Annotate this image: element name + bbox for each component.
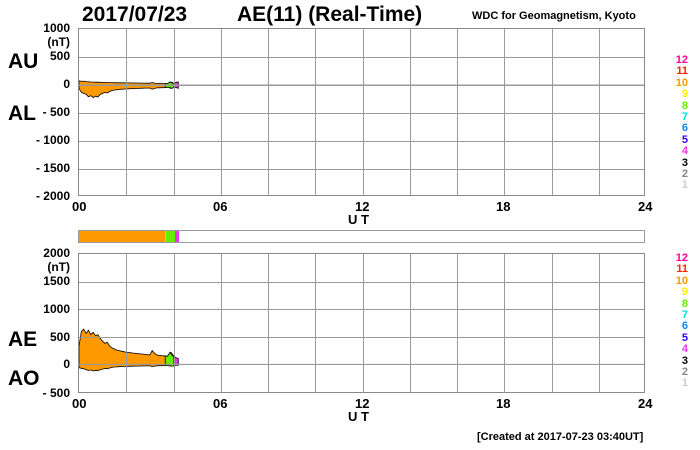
x-tick-top-0: 00 bbox=[72, 199, 87, 214]
x-axis-label-top: U T bbox=[348, 212, 369, 227]
x-tick-bottom-0: 00 bbox=[72, 396, 87, 411]
legend-item-9: 9 bbox=[681, 286, 688, 299]
ao-label: AO bbox=[8, 367, 40, 390]
y-tick-bottom-3: 500 bbox=[49, 330, 70, 344]
y-tick-top-1: 500 bbox=[49, 49, 70, 63]
legend-item-4: 4 bbox=[681, 343, 688, 356]
y-tick-top-0: 1000 bbox=[43, 21, 70, 35]
legend-item-4: 4 bbox=[681, 145, 688, 158]
legend-item-5: 5 bbox=[681, 133, 688, 146]
data-source-credit: WDC for Geomagnetism, Kyoto bbox=[472, 10, 636, 22]
x-tick-bottom-3: 18 bbox=[496, 396, 511, 411]
y-tick-top-5: - 1500 bbox=[35, 161, 70, 175]
legend-top: 12 11 10 9 8 7 6 5 4 3 2 1 bbox=[660, 54, 688, 192]
x-tick-top-3: 18 bbox=[496, 199, 511, 214]
x-tick-bottom-1: 06 bbox=[213, 396, 228, 411]
legend-item-2: 2 bbox=[681, 167, 688, 180]
legend-item-11: 11 bbox=[676, 263, 688, 276]
empty-coverage-segment bbox=[179, 231, 644, 242]
y-tick-bottom-5: - 500 bbox=[42, 386, 70, 400]
y-tick-bottom-1: 1500 bbox=[43, 274, 70, 288]
y-unit-bottom: (nT) bbox=[47, 260, 70, 274]
legend-item-3: 3 bbox=[681, 156, 688, 169]
x-axis-label-bottom: U T bbox=[348, 409, 369, 424]
ae-ao-plot-panel bbox=[78, 253, 645, 393]
legend-item-6: 6 bbox=[681, 122, 688, 135]
y-tick-top-4: - 1000 bbox=[35, 133, 70, 147]
au-al-trace bbox=[79, 80, 644, 99]
ae-label: AE bbox=[8, 328, 38, 351]
x-tick-top-1: 06 bbox=[213, 199, 228, 214]
legend-item-7: 7 bbox=[681, 308, 688, 321]
y-unit-top: (nT) bbox=[47, 35, 70, 49]
ae-ao-trace bbox=[79, 328, 644, 372]
x-tick-top-2: 12 bbox=[355, 199, 370, 214]
legend-item-1: 1 bbox=[681, 179, 688, 192]
y-tick-top-2: 0 bbox=[63, 77, 70, 91]
plot-date: 2017/07/23 bbox=[82, 3, 188, 26]
orange-coverage-segment bbox=[79, 231, 167, 242]
green-coverage-segment bbox=[166, 231, 175, 242]
y-tick-bottom-4: 0 bbox=[63, 357, 70, 371]
x-tick-bottom-2: 12 bbox=[355, 396, 370, 411]
legend-item-5: 5 bbox=[681, 331, 688, 344]
legend-item-10: 10 bbox=[675, 76, 688, 89]
plot-title: AE(11) (Real-Time) bbox=[237, 3, 423, 26]
legend-item-12: 12 bbox=[675, 54, 688, 66]
au-label: AU bbox=[8, 50, 39, 73]
x-tick-top-4: 24 bbox=[638, 199, 653, 214]
legend-item-10: 10 bbox=[675, 274, 688, 287]
legend-item-11: 11 bbox=[676, 65, 688, 78]
created-timestamp: [Created at 2017-07-23 03:40UT] bbox=[477, 431, 644, 443]
legend-item-12: 12 bbox=[675, 252, 688, 264]
legend-item-9: 9 bbox=[681, 88, 688, 101]
y-tick-bottom-0: 2000 bbox=[43, 246, 70, 260]
legend-item-1: 1 bbox=[681, 377, 688, 390]
legend-item-2: 2 bbox=[681, 365, 688, 378]
legend-item-3: 3 bbox=[681, 354, 688, 367]
y-tick-bottom-2: 1000 bbox=[43, 302, 70, 316]
au-al-plot-panel bbox=[78, 28, 645, 196]
legend-item-8: 8 bbox=[681, 297, 688, 310]
y-tick-top-3: - 500 bbox=[42, 105, 70, 119]
y-tick-top-6: - 2000 bbox=[35, 189, 70, 203]
data-coverage-bar bbox=[78, 230, 645, 243]
legend-bottom: 12 11 10 9 8 7 6 5 4 3 2 1 bbox=[660, 252, 688, 390]
legend-item-6: 6 bbox=[681, 320, 688, 333]
legend-item-7: 7 bbox=[681, 110, 688, 123]
x-tick-bottom-4: 24 bbox=[638, 396, 653, 411]
magenta-coverage-segment bbox=[174, 231, 180, 242]
al-label: AL bbox=[8, 102, 36, 125]
legend-item-8: 8 bbox=[681, 99, 688, 112]
